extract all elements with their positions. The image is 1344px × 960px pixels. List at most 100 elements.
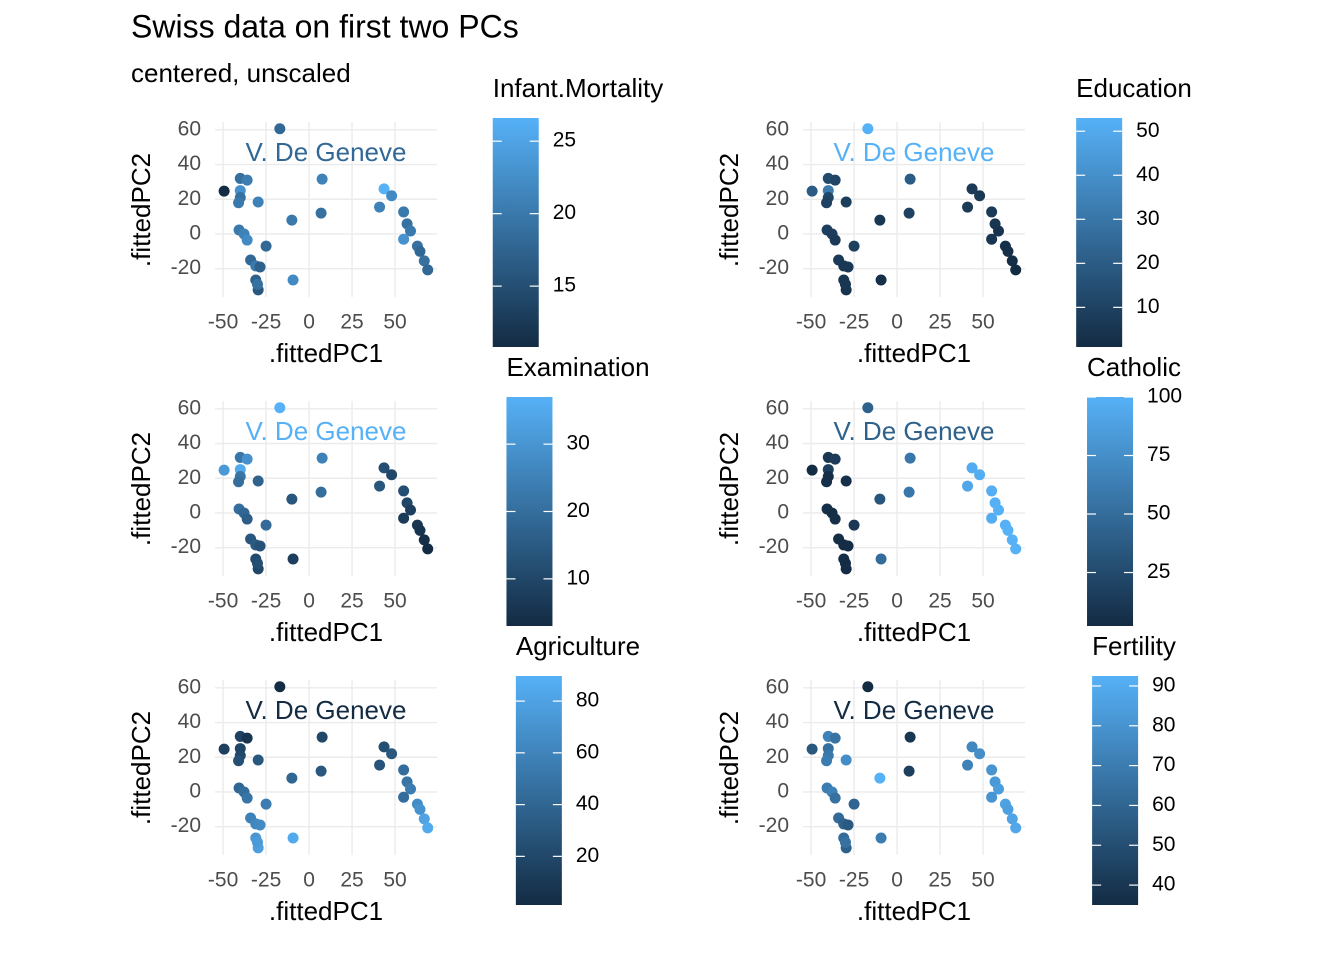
point (875, 832, 887, 844)
point (374, 201, 386, 213)
point (986, 485, 998, 497)
point (962, 759, 974, 771)
point (1010, 543, 1022, 555)
colorbar-label: 75 (1147, 443, 1170, 466)
point (422, 543, 434, 555)
point (904, 731, 916, 743)
point (418, 813, 430, 825)
y-tick-label: 60 (178, 396, 201, 419)
point (378, 183, 390, 195)
y-axis-title: .fittedPC2 (126, 153, 156, 267)
x-tick-label: -50 (796, 590, 826, 613)
y-tick-label: 0 (189, 222, 201, 245)
colorbar-label: 25 (553, 129, 576, 152)
point (874, 493, 886, 505)
y-tick-label: 40 (178, 710, 201, 733)
point (842, 819, 854, 831)
annotation: V. De Geneve (246, 695, 407, 725)
point (218, 185, 230, 197)
colorbar-label: 30 (1136, 207, 1159, 230)
point (252, 196, 264, 208)
point (405, 225, 417, 237)
point (287, 832, 299, 844)
y-tick-label: 60 (766, 675, 789, 698)
point (986, 764, 998, 776)
y-tick-label: -20 (171, 256, 201, 279)
point (862, 402, 874, 414)
colorbar-label: 10 (1136, 295, 1159, 318)
y-tick-label: 40 (766, 152, 789, 175)
colorbar-label: 50 (1147, 502, 1170, 525)
legend-title: Examination (506, 352, 649, 382)
y-tick-label: 0 (189, 780, 201, 803)
point (287, 553, 299, 565)
point (829, 513, 841, 525)
x-tick-label: 0 (303, 590, 315, 613)
y-axis-title: .fittedPC2 (714, 153, 744, 267)
point (962, 201, 974, 213)
point (966, 183, 978, 195)
point (241, 732, 253, 744)
point (260, 798, 272, 810)
point (274, 681, 286, 693)
colorbar-label: 20 (566, 499, 589, 522)
point (422, 822, 434, 834)
y-tick-label: 20 (766, 745, 789, 768)
point (418, 255, 430, 267)
colorbar-label: 80 (576, 689, 599, 712)
point (842, 540, 854, 552)
annotation: V. De Geneve (834, 695, 995, 725)
point (862, 681, 874, 693)
y-tick-label: 60 (178, 117, 201, 140)
colorbar-label: 20 (1136, 251, 1159, 274)
y-tick-label: -20 (759, 535, 789, 558)
x-axis-title: .fittedPC1 (269, 338, 383, 368)
x-tick-label: -50 (796, 869, 826, 892)
point (386, 469, 398, 481)
colorbar-label: 20 (553, 201, 576, 224)
point (903, 765, 915, 777)
point (839, 836, 851, 848)
point (414, 524, 426, 536)
y-tick-label: 20 (766, 466, 789, 489)
x-tick-label: 25 (928, 590, 951, 613)
legend-title: Infant.Mortality (493, 73, 664, 103)
point (218, 743, 230, 755)
point (974, 190, 986, 202)
point (903, 486, 915, 498)
point (993, 225, 1005, 237)
x-tick-label: -25 (839, 869, 869, 892)
y-tick-label: 20 (178, 745, 201, 768)
x-tick-label: 0 (891, 311, 903, 334)
title: Swiss data on first two PCs (131, 8, 519, 44)
point (829, 453, 841, 465)
point (286, 772, 298, 784)
point (378, 462, 390, 474)
point (829, 234, 841, 246)
point (806, 464, 818, 476)
colorbar-label: 40 (1136, 163, 1159, 186)
y-tick-label: 20 (178, 187, 201, 210)
colorbar-label: 20 (576, 844, 599, 867)
point (252, 475, 264, 487)
point (422, 264, 434, 276)
point (821, 197, 833, 209)
point (233, 476, 245, 488)
point (414, 803, 426, 815)
point (1010, 264, 1022, 276)
colorbar (1076, 118, 1123, 347)
y-axis-title: .fittedPC2 (126, 432, 156, 546)
y-tick-label: 0 (777, 780, 789, 803)
legend-title: Education (1076, 73, 1192, 103)
x-axis-title: .fittedPC1 (857, 338, 971, 368)
y-axis-title: .fittedPC2 (714, 432, 744, 546)
x-tick-label: -25 (839, 590, 869, 613)
point (241, 513, 253, 525)
point (903, 207, 915, 219)
point (260, 519, 272, 531)
point (398, 512, 410, 524)
x-tick-label: 50 (383, 311, 406, 334)
colorbar-label: 40 (1152, 873, 1175, 896)
point (874, 214, 886, 226)
colorbar-label: 60 (1152, 793, 1175, 816)
